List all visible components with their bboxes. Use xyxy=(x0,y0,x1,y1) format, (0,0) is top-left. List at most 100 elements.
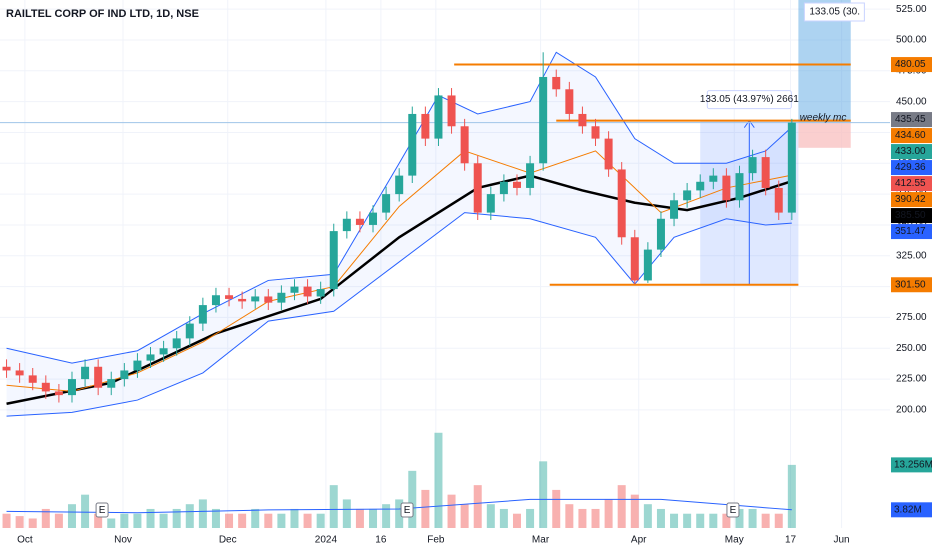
volume-bar xyxy=(67,504,76,528)
candle-body xyxy=(264,296,273,303)
candle-body xyxy=(748,157,757,174)
candle-body xyxy=(159,348,168,355)
price-label-box xyxy=(891,144,932,160)
candle-body xyxy=(539,76,548,164)
candle-body xyxy=(198,305,207,324)
candle-body xyxy=(133,360,142,371)
candle-body xyxy=(787,122,796,213)
volume-bar xyxy=(565,504,574,528)
volume-bar xyxy=(447,494,456,528)
volume-bar xyxy=(617,485,626,528)
price-label-box xyxy=(891,208,932,224)
candle-body xyxy=(656,218,665,250)
volume-bar xyxy=(15,516,24,528)
event-marker xyxy=(400,502,414,518)
candle-body xyxy=(238,298,247,302)
candle-body xyxy=(774,187,783,213)
candle-body xyxy=(2,366,11,371)
x-tick-label: 2024 xyxy=(315,535,338,546)
volume-bar xyxy=(460,504,469,528)
price-label-box xyxy=(891,57,932,73)
candle-body xyxy=(120,370,129,380)
volume-bar xyxy=(172,508,181,528)
candle-body xyxy=(15,370,24,376)
candle-body xyxy=(696,181,705,191)
volume-bar xyxy=(512,513,521,528)
candle-body xyxy=(761,157,770,188)
candle-body xyxy=(290,286,299,293)
volume-bar xyxy=(94,513,103,528)
candle-body xyxy=(172,338,181,349)
price-label-box xyxy=(891,277,932,293)
volume-bar xyxy=(591,508,600,528)
price-label: 385.50 xyxy=(895,210,926,221)
volume-bar xyxy=(251,508,260,528)
candle-body xyxy=(735,173,744,201)
price-label-box xyxy=(891,176,932,192)
indicator-line xyxy=(6,212,792,417)
y-tick-label: 275.00 xyxy=(896,312,927,323)
price-label: 301.50 xyxy=(895,279,926,290)
price-label: 351.47 xyxy=(895,226,926,237)
projection-label-box xyxy=(803,2,865,22)
event-label: E xyxy=(404,505,411,516)
volume-bar xyxy=(696,513,705,528)
projection-red xyxy=(798,122,851,148)
candle-body xyxy=(67,379,76,396)
candle-body xyxy=(630,237,639,281)
volume-bar xyxy=(526,508,535,528)
candle-body xyxy=(670,200,679,219)
y-tick-label: 450.00 xyxy=(896,96,927,107)
volume-bar xyxy=(81,494,90,528)
price-label-box xyxy=(891,112,932,128)
candle-body xyxy=(473,163,482,213)
volume-bar xyxy=(499,508,508,528)
candle-body xyxy=(526,163,535,188)
volume-bar xyxy=(656,508,665,528)
candle-body xyxy=(591,126,600,139)
volume-bar xyxy=(185,504,194,528)
candle-body xyxy=(185,323,194,339)
volume-bar xyxy=(316,513,325,528)
candle-body xyxy=(395,175,404,195)
volume-bar xyxy=(277,513,286,528)
price-label-box xyxy=(891,160,932,176)
candle-body xyxy=(447,95,456,127)
volume-bar xyxy=(28,518,37,528)
price-label: 429.36 xyxy=(895,162,926,173)
candle-body xyxy=(604,138,613,170)
candle-body xyxy=(486,194,495,213)
candle-body xyxy=(94,366,103,388)
candle-body xyxy=(303,286,312,297)
candle-body xyxy=(683,190,692,201)
volume-bar xyxy=(473,485,482,528)
candle-body xyxy=(617,169,626,238)
price-label: 412.55 xyxy=(895,178,926,189)
event-label: E xyxy=(730,505,737,516)
candle-body xyxy=(552,76,561,90)
volume-bar xyxy=(395,499,404,528)
volume-bar xyxy=(578,508,587,528)
price-label: 480.05 xyxy=(895,59,926,70)
candle-body xyxy=(709,175,718,182)
volume-bar xyxy=(211,508,220,528)
price-label: 433.00 xyxy=(895,146,926,157)
volume-bar xyxy=(774,513,783,528)
price-label: 435.45 xyxy=(895,114,926,125)
chart-title: RAILTEL CORP OF IND LTD, 1D, NSE xyxy=(6,8,199,20)
volume-bar xyxy=(761,513,770,528)
axis-labels: 200.00225.00250.00275.00300.00325.00350.… xyxy=(17,4,932,546)
projection-label: 133.05 (30. xyxy=(809,7,860,18)
volume-bar xyxy=(735,508,744,528)
y-tick-label: 500.00 xyxy=(896,35,927,46)
event-marker xyxy=(726,502,740,518)
candle-body xyxy=(146,354,155,361)
x-tick-label: Apr xyxy=(631,535,647,546)
measure-label-box xyxy=(706,90,792,110)
volume-bar xyxy=(369,508,378,528)
volume-bar xyxy=(2,513,11,528)
candle-body xyxy=(211,295,220,306)
price-label: 390.42 xyxy=(895,194,926,205)
measure-label: 133.05 (43.97%) 2661 xyxy=(700,94,799,105)
